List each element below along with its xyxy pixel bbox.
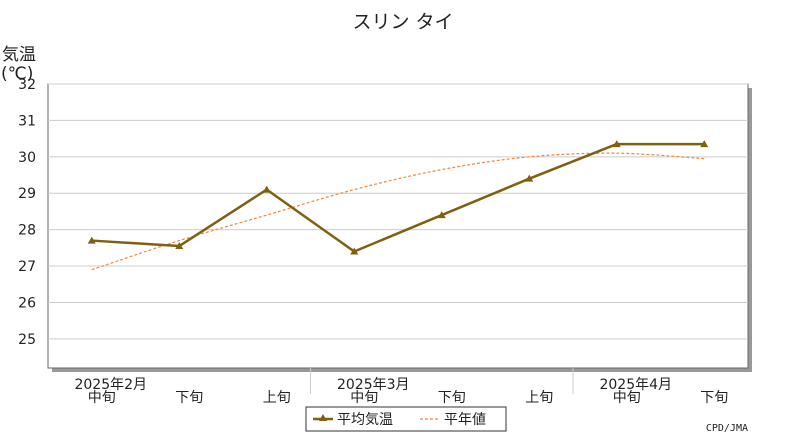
y-tick-label: 29 <box>18 186 36 202</box>
data-point-mean <box>87 236 96 244</box>
y-tick-label: 27 <box>18 259 36 275</box>
legend-label-normal: 平年値 <box>444 412 486 428</box>
chart-title: スリン タイ <box>352 11 453 33</box>
x-month-label: 2025年3月 <box>337 377 410 393</box>
legend-box <box>305 406 507 432</box>
data-point-mean <box>525 174 534 182</box>
series-line-mean <box>91 142 705 253</box>
x-tick-label: 中旬 <box>88 390 116 406</box>
x-tick-label: 上旬 <box>263 390 291 406</box>
credit: CPD/JMA <box>706 423 748 434</box>
data-point-mean <box>612 140 621 148</box>
y-axis-label: 気温 <box>2 45 36 65</box>
y-ticks: 25 26 27 28 29 30 31 32 <box>18 77 36 348</box>
y-tick-label: 28 <box>18 223 36 239</box>
y-tick-label: 30 <box>18 150 36 166</box>
plot-area <box>47 83 749 369</box>
x-tick-label: 上旬 <box>525 390 553 406</box>
data-point-mean <box>262 185 271 193</box>
data-point-mean <box>700 140 709 148</box>
y-tick-label: 25 <box>18 332 36 348</box>
data-point-mean <box>175 242 184 250</box>
x-tick-label: 下旬 <box>175 390 203 406</box>
grid <box>48 83 748 394</box>
data-point-mean <box>350 247 359 255</box>
legend-label-mean: 平均気温 <box>337 412 393 428</box>
series-group <box>87 140 709 271</box>
x-tick-label: 下旬 <box>438 390 466 406</box>
x-tick-label: 中旬 <box>613 390 641 406</box>
x-month-label: 2025年4月 <box>599 377 672 393</box>
x-tick-label: 下旬 <box>700 390 728 406</box>
y-tick-label: 31 <box>18 113 36 129</box>
y-tick-label: 26 <box>18 295 36 311</box>
data-point-mean <box>437 211 446 219</box>
y-axis-unit: (℃) <box>1 64 33 84</box>
y-tick-label: 32 <box>18 77 36 93</box>
series-line-normal <box>91 152 705 271</box>
x-month-label: 2025年2月 <box>74 377 147 393</box>
x-tick-label: 中旬 <box>350 390 378 406</box>
legend: 平均気温 平年値 <box>305 406 507 432</box>
legend-marker-mean <box>319 414 327 421</box>
